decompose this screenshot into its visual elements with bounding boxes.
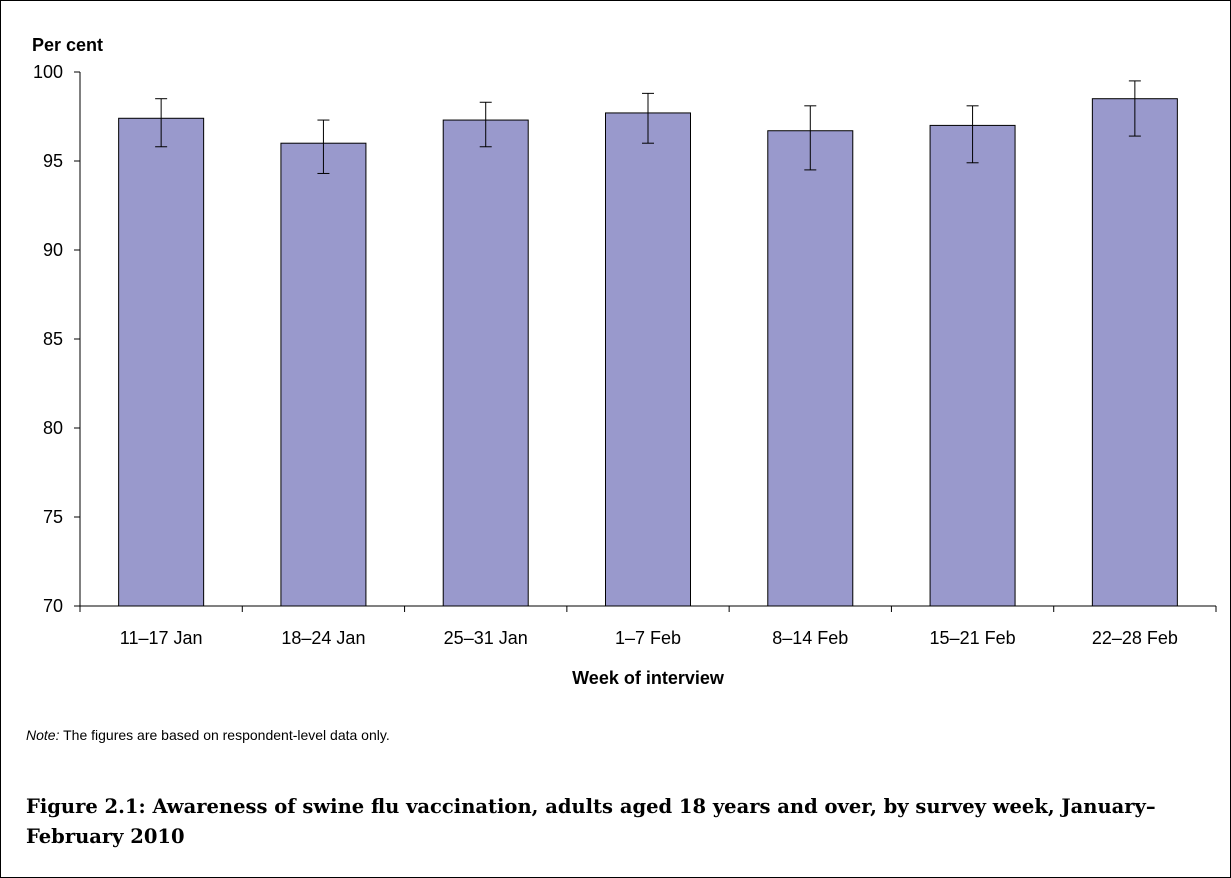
y-tick-label: 100 xyxy=(33,62,63,82)
x-tick-label: 25–31 Jan xyxy=(444,628,528,648)
x-tick-label: 15–21 Feb xyxy=(930,628,1016,648)
note-label: Note: xyxy=(26,727,60,743)
figure-note: Note: The figures are based on responden… xyxy=(26,727,390,743)
x-tick-label: 22–28 Feb xyxy=(1092,628,1178,648)
x-axis-label: Week of interview xyxy=(572,668,725,688)
bar xyxy=(1091,98,1178,607)
x-tick-label: 8–14 Feb xyxy=(772,628,848,648)
bar xyxy=(767,130,854,607)
bar xyxy=(929,124,1016,607)
y-axis-label: Per cent xyxy=(32,35,104,55)
bar xyxy=(280,142,367,607)
y-tick-label: 85 xyxy=(43,329,63,349)
y-tick-label: 95 xyxy=(43,151,63,171)
y-tick-label: 80 xyxy=(43,418,63,438)
x-tick-label: 18–24 Jan xyxy=(281,628,365,648)
note-text: The figures are based on respondent-leve… xyxy=(59,727,390,743)
x-tick-label: 1–7 Feb xyxy=(615,628,681,648)
y-tick-label: 75 xyxy=(43,507,63,527)
y-tick-label: 90 xyxy=(43,240,63,260)
x-tick-label: 11–17 Jan xyxy=(120,628,203,648)
bar xyxy=(442,119,529,607)
bar xyxy=(605,112,691,607)
bar xyxy=(118,117,205,607)
y-tick-label: 70 xyxy=(43,596,63,616)
figure-caption: Figure 2.1: Awareness of swine flu vacci… xyxy=(26,795,1156,848)
bar-chart: 70 75 80 85 90 95 100 11–17 Jan 18–24 Jan 25–31 … xyxy=(33,62,1217,688)
